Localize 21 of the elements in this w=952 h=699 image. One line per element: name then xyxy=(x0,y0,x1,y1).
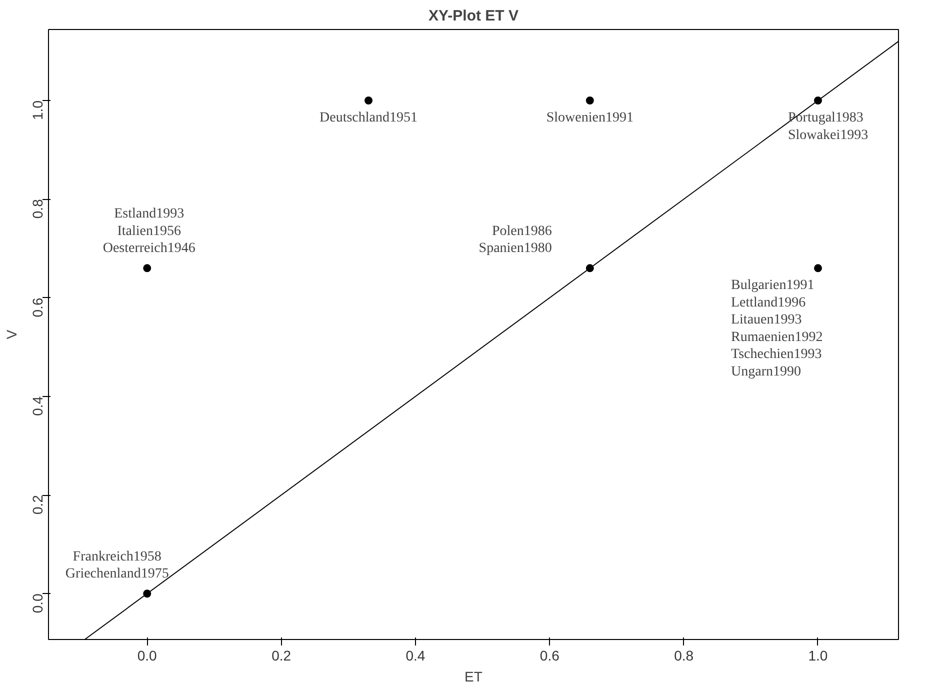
y-tick-label: 0.0 xyxy=(30,593,46,614)
chart-title: XY-Plot ET V xyxy=(428,8,519,24)
y-tick-label: 0.4 xyxy=(30,396,46,416)
y-tick-label: 0.8 xyxy=(30,198,46,219)
y-axis-title: V xyxy=(4,329,20,340)
annotation: Polen1986 Spanien1980 xyxy=(478,224,552,256)
x-tick-label: 0.4 xyxy=(406,648,426,664)
x-tick-label: 0.0 xyxy=(137,648,158,664)
annotation: Slowenien1991 xyxy=(546,110,634,126)
annotation: Bulgarien1991 Lettland1996 Litauen1993 Rumaenien1992 Tschechien1993 Ungarn1990 xyxy=(730,278,823,380)
annotation: Estland1993 Italien1956 Oesterreich1946 xyxy=(102,206,196,256)
x-tick-label: 0.6 xyxy=(540,648,560,664)
annotation: Deutschland1951 xyxy=(320,110,418,126)
y-tick-label: 1.0 xyxy=(30,100,46,120)
x-tick-label: 1.0 xyxy=(808,648,828,664)
x-tick-label: 0.8 xyxy=(674,648,694,664)
annotation: Frankreich1958 Griechenland1975 xyxy=(65,549,169,582)
y-tick-label: 0.6 xyxy=(30,298,46,318)
y-tick-label: 0.2 xyxy=(30,494,46,514)
x-axis-title: ET xyxy=(464,668,483,684)
x-tick-label: 0.2 xyxy=(272,648,292,664)
